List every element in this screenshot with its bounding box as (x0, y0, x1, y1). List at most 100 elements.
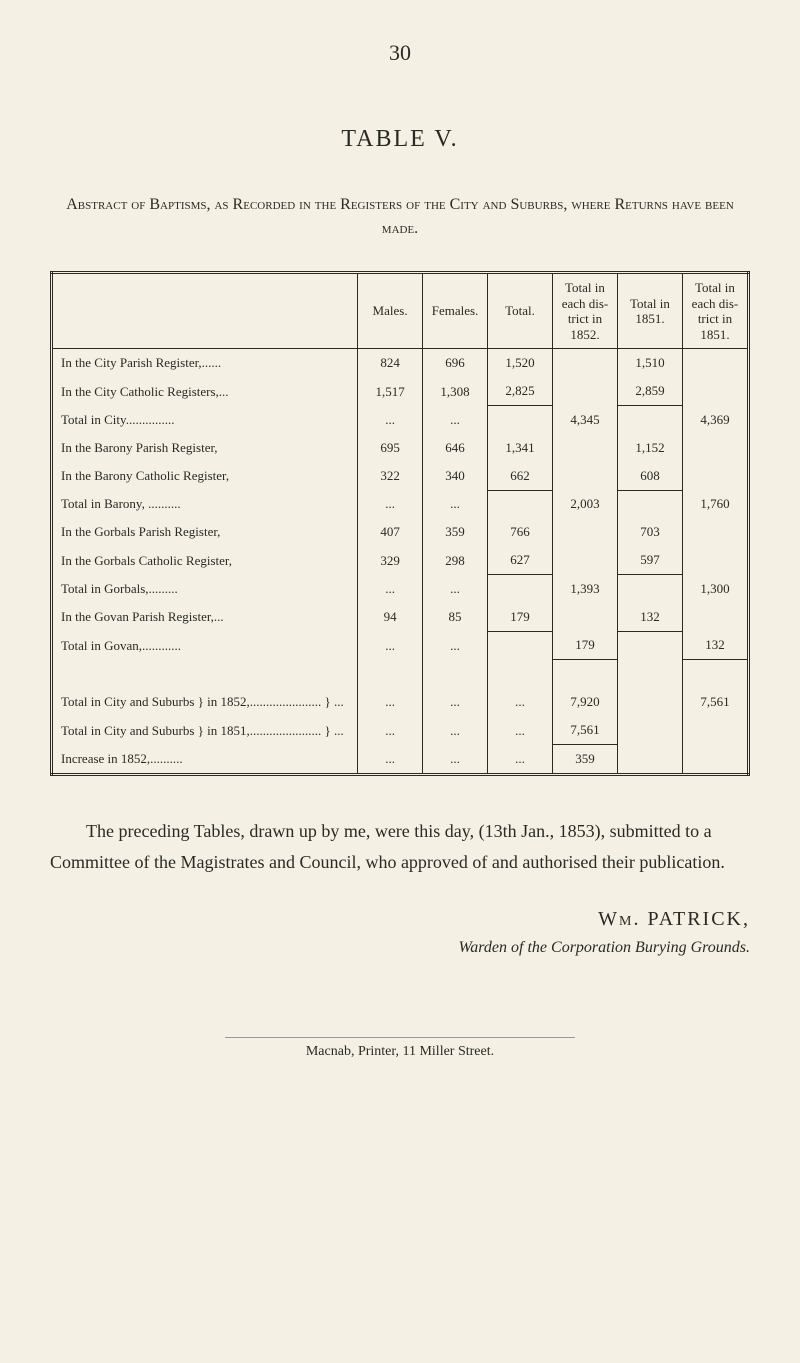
table-row: Total in City.....................4,3454… (52, 406, 749, 434)
cell-females: ... (423, 631, 488, 660)
table-row: In the City Parish Register,......824696… (52, 349, 749, 378)
cell-total: ... (488, 688, 553, 716)
col-total-1851: Total in 1851. (617, 273, 682, 349)
cell-district-1851 (682, 518, 748, 546)
table-row: In the City Catholic Registers,...1,5171… (52, 377, 749, 406)
cell-district-1852 (552, 603, 617, 632)
cell-males: 322 (358, 462, 423, 491)
cell-males: ... (358, 490, 423, 518)
cell-district-1851 (682, 603, 748, 632)
cell-total-1851: 608 (617, 462, 682, 491)
cell-total: 1,520 (488, 349, 553, 378)
cell-total-1851: 1,510 (617, 349, 682, 378)
cell-district-1852 (552, 462, 617, 491)
cell-label: In the Barony Parish Register, (52, 434, 358, 462)
cell-total-1851 (617, 490, 682, 518)
abstract-line: Abstract of Baptisms, as Recorded in the… (60, 193, 740, 241)
table-row: Increase in 1852,...................359 (52, 745, 749, 775)
separator-cell (488, 660, 553, 689)
table-title: TABLE V. (50, 126, 750, 153)
cell-district-1852: 179 (552, 631, 617, 660)
col-district-1852: Total in each dis- trict in 1852. (552, 273, 617, 349)
header-row: Males. Females. Total. Total in each dis… (52, 273, 749, 349)
cell-district-1852 (552, 434, 617, 462)
cell-females: 359 (423, 518, 488, 546)
cell-district-1851 (682, 745, 748, 775)
cell-district-1851 (682, 349, 748, 378)
table-row: In the Govan Parish Register,...9485179 1… (52, 603, 749, 632)
cell-males: 824 (358, 349, 423, 378)
cell-total-1851: 132 (617, 603, 682, 632)
signature: Wm. PATRICK, (50, 908, 750, 931)
col-blank (52, 273, 358, 349)
col-district-1851: Total in each dis- trict in 1851. (682, 273, 748, 349)
cell-females: ... (423, 490, 488, 518)
table-row: Total in Barony, ................ 2,003 1,… (52, 490, 749, 518)
cell-total: 766 (488, 518, 553, 546)
cell-females: 696 (423, 349, 488, 378)
cell-district-1852 (552, 518, 617, 546)
cell-males: ... (358, 406, 423, 434)
cell-district-1851: 7,561 (682, 688, 748, 716)
col-females: Females. (423, 273, 488, 349)
cell-district-1852: 359 (552, 745, 617, 775)
cell-district-1851: 1,760 (682, 490, 748, 518)
cell-district-1851: 132 (682, 631, 748, 660)
table-row: In the Barony Catholic Register,32234066… (52, 462, 749, 491)
table-row: Total in Gorbals,............... 1,393 1,3… (52, 575, 749, 603)
cell-label: Total in City and Suburbs } in 1852,....… (52, 688, 358, 716)
table-row: In the Gorbals Catholic Register,3292986… (52, 546, 749, 575)
cell-total-1851: 703 (617, 518, 682, 546)
cell-district-1851 (682, 434, 748, 462)
cell-label: In the Govan Parish Register,... (52, 603, 358, 632)
cell-females: 298 (423, 546, 488, 575)
cell-females: 1,308 (423, 377, 488, 406)
cell-label: Total in City............... (52, 406, 358, 434)
cell-males: 94 (358, 603, 423, 632)
cell-total (488, 406, 553, 434)
cell-district-1851: 1,300 (682, 575, 748, 603)
cell-label: Total in Barony, .......... (52, 490, 358, 518)
separator-cell (682, 660, 748, 689)
separator-cell (423, 660, 488, 689)
cell-district-1851 (682, 462, 748, 491)
cell-females: 646 (423, 434, 488, 462)
cell-district-1852 (552, 377, 617, 406)
table-row: Total in Govan,..................179132 (52, 631, 749, 660)
separator-cell (617, 660, 682, 689)
cell-label: In the Barony Catholic Register, (52, 462, 358, 491)
cell-total-1851 (617, 575, 682, 603)
cell-total-1851: 2,859 (617, 377, 682, 406)
cell-district-1852: 2,003 (552, 490, 617, 518)
cell-label: Total in Gorbals,......... (52, 575, 358, 603)
body-text: The preceding Tables, drawn up by me, we… (50, 816, 750, 877)
cell-females: ... (423, 745, 488, 775)
cell-males: 695 (358, 434, 423, 462)
cell-males: 329 (358, 546, 423, 575)
separator-cell (52, 660, 358, 689)
table-row: Total in City and Suburbs } in 1851,....… (52, 716, 749, 745)
cell-females: 85 (423, 603, 488, 632)
cell-total: ... (488, 745, 553, 775)
cell-females: 340 (423, 462, 488, 491)
cell-total: 662 (488, 462, 553, 491)
cell-females: ... (423, 575, 488, 603)
separator-cell (358, 660, 423, 689)
separator-cell (552, 660, 617, 689)
cell-males: ... (358, 688, 423, 716)
cell-total (488, 575, 553, 603)
cell-total: 179 (488, 603, 553, 632)
page-number: 30 (50, 40, 750, 66)
cell-females: ... (423, 406, 488, 434)
cell-district-1851 (682, 716, 748, 745)
cell-district-1852: 1,393 (552, 575, 617, 603)
cell-total-1851 (617, 406, 682, 434)
cell-total: ... (488, 716, 553, 745)
cell-males: ... (358, 575, 423, 603)
cell-label: In the City Catholic Registers,... (52, 377, 358, 406)
cell-males: ... (358, 745, 423, 775)
cell-total-1851: 597 (617, 546, 682, 575)
cell-males: ... (358, 631, 423, 660)
cell-label: Increase in 1852,.......... (52, 745, 358, 775)
cell-district-1852 (552, 349, 617, 378)
